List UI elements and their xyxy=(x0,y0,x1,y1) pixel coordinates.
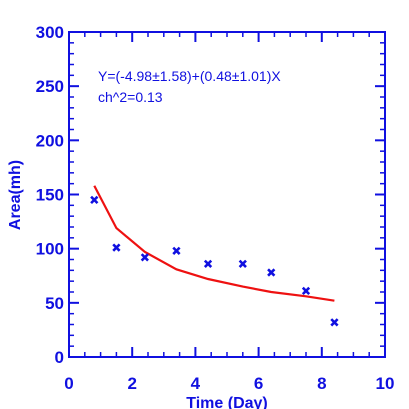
y-tick-label: 300 xyxy=(36,23,64,42)
x-axis-label: Time (Day) xyxy=(186,395,268,409)
x-tick-label: 10 xyxy=(376,374,395,393)
y-tick-label: 250 xyxy=(36,77,64,96)
fit-equation: Y=(-4.98±1.58)+(0.48±1.01)X xyxy=(98,68,281,84)
y-axis-ticks: 0 50 100 150 200 250 300 xyxy=(36,23,385,367)
data-point xyxy=(140,253,149,262)
fit-line-layer xyxy=(93,185,335,302)
y-tick-label: 150 xyxy=(36,186,64,205)
data-point xyxy=(203,259,213,268)
x-tick-label: 2 xyxy=(127,374,136,393)
data-point xyxy=(330,318,339,327)
x-tick-label: 4 xyxy=(191,374,201,393)
data-point xyxy=(172,246,181,255)
fit-line xyxy=(93,185,335,302)
y-tick-label: 200 xyxy=(36,131,64,150)
x-tick-label: 0 xyxy=(64,374,73,393)
data-point xyxy=(267,268,276,277)
x-tick-label: 8 xyxy=(317,374,326,393)
data-point xyxy=(112,243,121,252)
data-point xyxy=(301,286,311,296)
x-axis-ticks: 0 2 4 6 8 10 xyxy=(64,32,394,393)
chi-square-value: ch^2=0.13 xyxy=(98,89,163,105)
markers-layer xyxy=(90,195,339,327)
y-tick-label: 0 xyxy=(55,348,64,367)
data-point xyxy=(238,259,247,268)
y-tick-label: 100 xyxy=(36,240,64,259)
data-point xyxy=(90,195,99,205)
y-tick-label: 50 xyxy=(45,294,64,313)
x-tick-label: 6 xyxy=(254,374,263,393)
y-axis-label: Area(mh) xyxy=(7,160,24,230)
